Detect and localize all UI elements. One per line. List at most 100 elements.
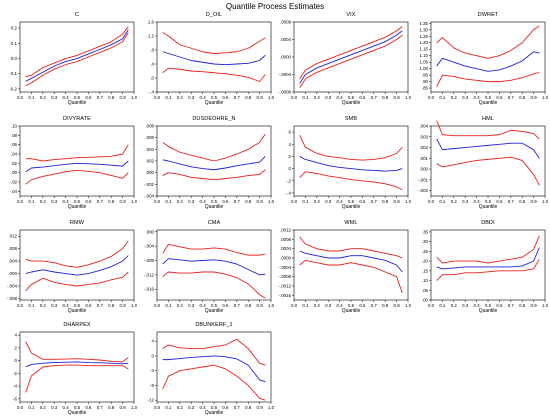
- x-tick-label: 0.6: [359, 303, 366, 308]
- x-axis-label: Quantile: [341, 100, 361, 106]
- x-tick-label: 0.7: [508, 199, 515, 204]
- upper-bound-line: [162, 32, 266, 54]
- x-tick-label: 1.0: [131, 405, 138, 410]
- upper-bound-line: [299, 134, 403, 161]
- x-tick-label: 0.7: [508, 303, 515, 308]
- x-tick-label: 0.8: [382, 95, 389, 100]
- x-axis-label: Quantile: [204, 410, 224, 416]
- y-tick-label: -.008: [144, 258, 155, 263]
- x-tick-label: 0.0: [17, 199, 24, 204]
- chart-panel: DWRET .85 .90.95 1.00 1.05 1.10 1.15 1.20 1.25 1.…: [419, 12, 548, 108]
- y-tick-label: -0.2: [9, 86, 17, 91]
- x-tick-label: 1.0: [268, 95, 275, 100]
- x-axis-label: Quantile: [204, 308, 224, 314]
- chart-plot: -.04 -.02 .00 .02 .04 .06 .08 .10 0.0 0.1 0.2 0.3 0.…: [9, 124, 137, 205]
- x-tick-label: 0.2: [177, 95, 184, 100]
- x-tick-label: 0.4: [200, 405, 207, 410]
- x-tick-label: 0.0: [154, 199, 161, 204]
- y-tick-label: 4: [152, 339, 155, 344]
- estimate-line: [299, 250, 403, 273]
- panel-title: DWRET: [477, 12, 499, 18]
- x-tick-label: 0.3: [188, 95, 195, 100]
- y-tick-label: -.02: [9, 180, 17, 185]
- plot-frame: [19, 125, 135, 197]
- y-tick-label: .00: [11, 170, 18, 175]
- y-tick-label: 1.30: [419, 27, 428, 32]
- estimate-line: [25, 160, 129, 173]
- lower-bound-line: [299, 171, 403, 191]
- x-tick-label: 0.4: [474, 303, 481, 308]
- y-tick-label: 1.00: [419, 66, 428, 71]
- chart-panel: CMA -.016 -.012 -.008 -.004 .000 0.0 0.1 0.2 0.3 0…: [144, 220, 275, 316]
- y-tick-label: .2: [287, 154, 291, 159]
- y-tick-label: -8: [150, 383, 154, 388]
- x-tick-label: 0.1: [28, 405, 35, 410]
- x-tick-label: 0.8: [108, 199, 115, 204]
- estimate-line: [436, 51, 540, 72]
- x-tick-label: 0.2: [40, 303, 47, 308]
- lower-bound-line: [25, 364, 129, 393]
- chart-plot: -.0008 -.0004 .0000 .0004 .0008 0.0 0.1 0.2 0.3 0…: [279, 20, 412, 101]
- chart-panel: DBUNKERF_1 -12 -8 -4 0 4 0.0 0.1 0.2 0.3 0.4 0.5 0.6…: [145, 322, 275, 418]
- y-tick-label: .006: [145, 135, 154, 140]
- estimate-line: [162, 51, 266, 66]
- y-tick-label: .95: [422, 73, 429, 78]
- x-tick-label: 0.1: [439, 95, 446, 100]
- x-tick-label: 0.7: [508, 95, 515, 100]
- y-tick-label: -.4: [149, 90, 155, 95]
- x-tick-label: 0.1: [165, 199, 172, 204]
- estimate-line: [25, 361, 129, 368]
- chart-panel: DHARPEX -6 -4 -2 0 2 4 0.0 0.1 0.2 0.3 0.4 0.5 0.6 0.7…: [8, 322, 138, 418]
- upper-bound-line: [436, 25, 540, 59]
- x-tick-label: 0.9: [531, 95, 538, 100]
- panel-title: C: [74, 12, 80, 18]
- x-tick-label: 0.0: [17, 303, 24, 308]
- x-tick-label: 0.0: [291, 303, 298, 308]
- y-tick-label: -4: [13, 384, 17, 389]
- x-tick-label: 0.9: [257, 95, 264, 100]
- chart-plot: -.016 -.012 -.008 -.004 .000 0.0 0.1 0.2 0.3 0.4 0…: [144, 229, 275, 308]
- lower-bound-line: [25, 32, 129, 87]
- plot-frame: [19, 229, 135, 301]
- x-tick-label: 0.5: [485, 303, 492, 308]
- x-tick-label: 0.7: [97, 405, 104, 410]
- plot-frame: [430, 229, 546, 301]
- upper-bound-line: [25, 240, 129, 268]
- estimate-line: [162, 156, 266, 171]
- x-tick-label: 0.4: [63, 199, 70, 204]
- upper-bound-line: [25, 341, 129, 363]
- x-tick-label: 0.9: [120, 199, 127, 204]
- x-tick-label: 0.5: [211, 303, 218, 308]
- y-tick-label: .0000: [280, 55, 292, 60]
- y-tick-label: -0.1: [9, 71, 17, 76]
- y-tick-label: .002: [145, 159, 154, 164]
- chart-panel: DBDI .00 .05 .10 .15 .20 .25 .30 .35 0.0 0.1 0.2 0.3…: [419, 220, 549, 316]
- chart-plot: -.0016 -.0012 -.0008 -.0004 .0000 .0004 .0008.…: [279, 228, 412, 309]
- x-tick-label: 0.9: [394, 303, 401, 308]
- x-tick-label: 0.4: [200, 199, 207, 204]
- estimate-line: [436, 247, 540, 270]
- lower-bound-line: [299, 259, 403, 294]
- y-tick-label: .00: [422, 298, 429, 303]
- estimate-line: [162, 355, 266, 383]
- y-tick-label: .10: [11, 124, 18, 129]
- panel-title: DUSDEOHRE_N: [192, 116, 236, 122]
- y-tick-label: 1.20: [419, 40, 428, 45]
- x-tick-label: 0.0: [17, 405, 24, 410]
- y-tick-label: .004: [8, 259, 17, 264]
- x-tick-label: 0.4: [474, 95, 481, 100]
- panel-title: WML: [344, 220, 358, 226]
- x-tick-label: 0.3: [51, 199, 58, 204]
- upper-bound-line: [436, 235, 540, 264]
- y-tick-label: .0008: [280, 237, 292, 242]
- y-tick-label: .002: [419, 145, 428, 150]
- x-tick-label: 0.9: [394, 199, 401, 204]
- plot-frame: [293, 229, 409, 301]
- x-tick-label: 0.1: [302, 95, 309, 100]
- x-tick-label: 0.4: [474, 199, 481, 204]
- chart-panel: DIVYRATE -.04 -.02 .00 .02 .04 .06 .08 .10 0.0 0.1…: [8, 116, 137, 212]
- chart-panel: SMB -.4 -.2 .0 .2 .4 .6 0.0 0.1 0.2 0.3 0.4 0.5 0.6 0.…: [282, 116, 412, 212]
- estimate-line: [299, 30, 403, 84]
- x-tick-label: 1.0: [405, 199, 412, 204]
- x-tick-label: 0.3: [188, 303, 195, 308]
